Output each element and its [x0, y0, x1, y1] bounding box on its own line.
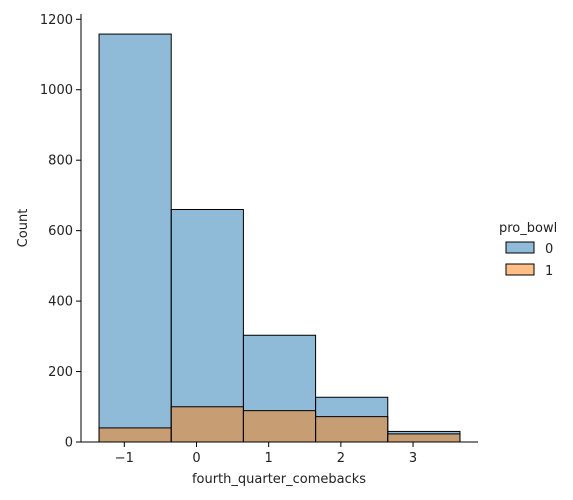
- y-tick-label: 1200: [40, 13, 73, 28]
- bar-pro-bowl-1-bin-2: [242, 410, 317, 443]
- x-tick-label: 3: [409, 451, 417, 466]
- y-axis-label: Count: [16, 209, 31, 248]
- y-tick-label: 200: [48, 365, 73, 380]
- bar-pro-bowl-1-bin-4: [387, 433, 461, 443]
- y-tick-label: 0: [65, 436, 73, 451]
- axes-layer: [80, 14, 478, 443]
- x-tick-label: 0: [192, 451, 200, 466]
- y-tick-label: 1000: [40, 83, 73, 98]
- x-axis-label: fourth_quarter_comebacks: [192, 472, 366, 487]
- legend-swatch-0: [505, 241, 535, 254]
- bar-pro-bowl-0-bin-1: [170, 209, 244, 443]
- y-ticks-layer: 0 200 400 600 800 1000 1200: [40, 13, 81, 451]
- x-tick-label: 1: [265, 451, 273, 466]
- x-tick-label: −1: [115, 451, 134, 466]
- x-ticks-layer: −1 0 1 2 3: [115, 442, 417, 466]
- bar-pro-bowl-1-bin-0: [98, 427, 172, 443]
- bar-pro-bowl-1-bin-3: [315, 416, 389, 443]
- bar-pro-bowl-0-bin-0: [98, 33, 172, 443]
- legend: pro_bowl 0 1: [499, 221, 557, 279]
- legend-label-0: 0: [545, 242, 553, 257]
- bar-pro-bowl-1-bin-1: [170, 406, 244, 443]
- bars-layer: [98, 33, 461, 443]
- y-tick-label: 600: [48, 224, 73, 239]
- legend-label-1: 1: [545, 264, 553, 279]
- legend-title: pro_bowl: [499, 221, 557, 236]
- y-tick-label: 400: [48, 295, 73, 310]
- y-tick-label: 800: [48, 154, 73, 169]
- x-tick-label: 2: [337, 451, 345, 466]
- legend-swatch-1: [505, 263, 535, 276]
